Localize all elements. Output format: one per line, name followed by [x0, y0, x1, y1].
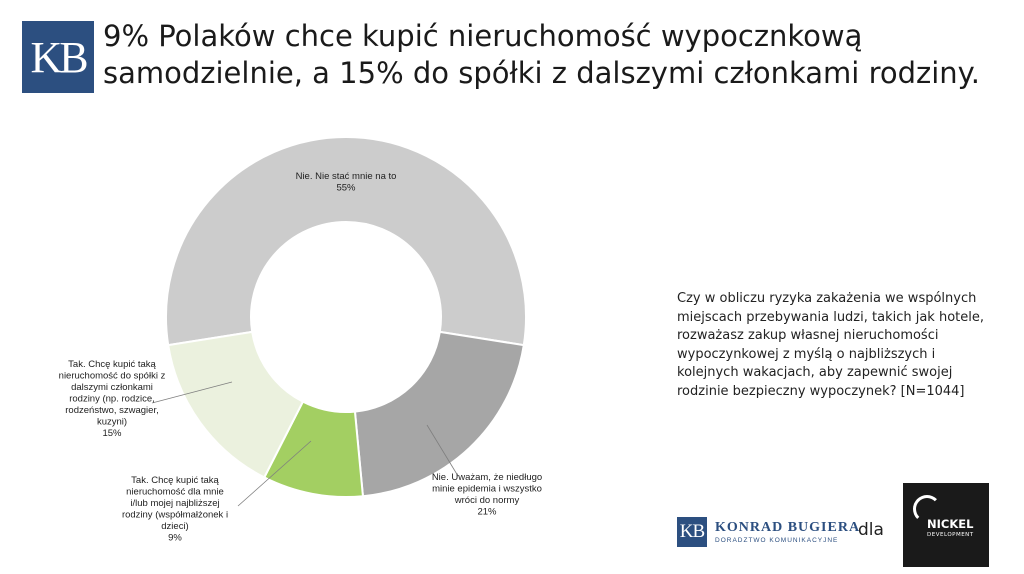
slice-value-label-nie-stac: 55%	[336, 183, 356, 194]
slice-value-label-nie-epidemia: 21%	[477, 507, 497, 518]
title-line-1: 9% Polaków chce kupić nieruchomość wypoc…	[103, 19, 863, 53]
slice-label-tak-najblizsza: nieruchomość dla mnie	[126, 487, 224, 498]
kb-mini-logo-text: KB	[679, 521, 705, 542]
slice-label-tak-dalsza: rodzeństwo, szwagier,	[65, 405, 158, 416]
slice-label-tak-najblizsza: rodziny (współmałżonek i	[122, 510, 228, 521]
kb-text: KONRAD BUGIERA DORADZTWO KOMUNIKACYJNE	[715, 520, 860, 545]
konrad-bugiera-logo: KB KONRAD BUGIERA DORADZTWO KOMUNIKACYJN…	[677, 517, 860, 547]
slice-tak-dalsza	[167, 330, 305, 479]
dla-text: dla	[858, 520, 884, 540]
kb-logo: KB	[22, 21, 94, 93]
slice-nie-epidemia	[353, 330, 525, 498]
leader-line-nie-epidemia	[426, 424, 459, 477]
slice-nie-stac	[165, 136, 527, 347]
slice-label-nie-epidemia: wróci do normy	[454, 495, 520, 506]
slice-label-tak-dalsza: Tak. Chcę kupić taką	[68, 359, 156, 370]
slice-label-tak-najblizsza: Tak. Chcę kupić taką	[131, 475, 219, 486]
leader-line-tak-dalsza	[151, 381, 233, 404]
slice-label-tak-dalsza: nieruchomość do spółki z	[59, 371, 166, 382]
slice-label-nie-epidemia: Nie. Uważam, że niedługo	[432, 472, 542, 483]
slice-value-label-tak-najblizsza: 9%	[168, 533, 182, 544]
leader-line-tak-najblizsza	[237, 440, 312, 507]
nickel-subtitle: DEVELOPMENT	[927, 532, 974, 538]
kb-mini-logo: KB	[677, 517, 707, 547]
nickel-arc-icon	[913, 495, 941, 523]
survey-question: Czy w obliczu ryzyka zakażenia we wspóln…	[677, 291, 984, 399]
slice-value-label-tak-dalsza: 15%	[102, 428, 122, 439]
slice-label-nie-stac: Nie. Nie stać mnie na to	[296, 171, 397, 182]
slice-label-tak-dalsza: rodziny (np. rodzice,	[69, 394, 155, 405]
slice-label-nie-epidemia: minie epidemia i wszystko	[432, 484, 542, 495]
kb-logo-text: KB	[30, 32, 88, 82]
page-title: 9% Polaków chce kupić nieruchomość wypoc…	[103, 18, 1003, 92]
nickel-development-logo: NICKEL DEVELOPMENT	[903, 483, 989, 567]
title-line-2: samodzielnie, a 15% do spółki z dalszymi…	[103, 56, 980, 90]
slice-label-tak-najblizsza: dzieci)	[161, 521, 188, 532]
nickel-name: NICKEL	[927, 517, 974, 531]
kb-subtitle: DORADZTWO KOMUNIKACYJNE	[715, 536, 839, 544]
slice-label-tak-najblizsza: i/lub mojej najbliższej	[130, 498, 219, 509]
slice-label-tak-dalsza: kuzyni)	[97, 417, 127, 428]
slice-label-tak-dalsza: dalszymi członkami	[71, 382, 153, 393]
kb-name: KONRAD BUGIERA	[715, 519, 861, 535]
